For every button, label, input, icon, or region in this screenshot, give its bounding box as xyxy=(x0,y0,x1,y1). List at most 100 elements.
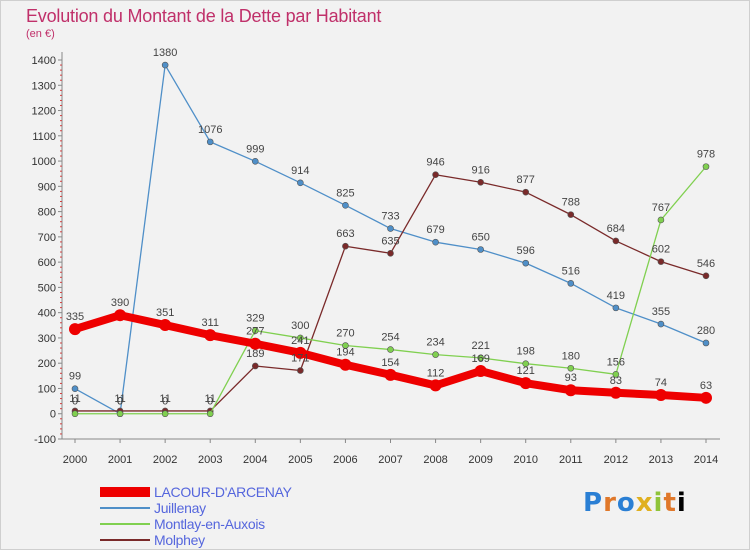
data-point xyxy=(71,410,79,418)
x-tick-label: 2002 xyxy=(153,454,177,466)
data-label: 63 xyxy=(700,380,712,392)
data-label: 277 xyxy=(246,326,264,338)
data-point xyxy=(161,410,169,418)
legend-label-lacour: LACOUR-D'ARCENAY xyxy=(154,484,292,500)
data-label: 788 xyxy=(562,197,580,209)
data-point xyxy=(342,242,349,250)
data-point xyxy=(206,410,214,418)
data-label: 93 xyxy=(565,372,577,384)
data-label: 171 xyxy=(291,353,309,365)
data-label: 355 xyxy=(652,306,670,318)
data-point xyxy=(654,389,667,402)
data-label: 1380 xyxy=(153,47,177,59)
x-tick-label: 2008 xyxy=(423,454,447,466)
data-point xyxy=(567,364,575,372)
data-label: 914 xyxy=(291,165,309,177)
data-label: 516 xyxy=(562,265,580,277)
chart-legend: LACOUR-D'ARCENAY Juillenay Montlay-en-Au… xyxy=(100,484,292,548)
data-point xyxy=(519,377,532,390)
data-label: 825 xyxy=(336,187,354,199)
data-point xyxy=(702,272,710,280)
data-label: 335 xyxy=(66,311,84,323)
data-point xyxy=(609,386,622,399)
data-point xyxy=(116,410,124,418)
y-tick-label: 1300 xyxy=(32,80,56,92)
x-tick-label: 2013 xyxy=(649,454,673,466)
x-tick-label: 2010 xyxy=(513,454,537,466)
y-tick-label: 400 xyxy=(38,308,56,320)
data-label: 596 xyxy=(517,245,535,257)
data-point xyxy=(657,320,665,328)
legend-label-molphey: Molphey xyxy=(154,532,205,548)
data-label: 180 xyxy=(562,350,580,362)
data-point xyxy=(522,360,530,368)
data-point xyxy=(114,309,127,322)
data-label: 0 xyxy=(162,396,168,408)
data-point xyxy=(429,379,442,392)
data-label: 241 xyxy=(291,335,309,347)
legend-item-montlay: Montlay-en-Auxois xyxy=(100,516,292,532)
data-label: 877 xyxy=(517,174,535,186)
y-tick-label: 500 xyxy=(38,282,56,294)
data-point xyxy=(71,385,79,393)
x-tick-label: 2000 xyxy=(63,454,87,466)
data-point xyxy=(387,249,394,257)
y-tick-label: 1200 xyxy=(32,106,56,118)
data-point xyxy=(612,237,620,245)
data-label: 169 xyxy=(471,353,489,365)
x-tick-label: 2007 xyxy=(378,454,402,466)
data-label: 198 xyxy=(517,346,535,358)
y-tick-label: 200 xyxy=(38,358,56,370)
chart-unit: (en €) xyxy=(26,28,55,40)
y-tick-label: 0 xyxy=(50,409,56,421)
logo-letter: r xyxy=(603,488,617,518)
data-label: 767 xyxy=(652,202,670,214)
data-label: 270 xyxy=(336,328,354,340)
y-tick-label: 800 xyxy=(38,207,56,219)
data-label: 254 xyxy=(381,332,399,344)
data-label: 99 xyxy=(69,371,81,383)
data-point xyxy=(612,304,620,312)
x-tick-label: 2014 xyxy=(694,454,718,466)
data-point xyxy=(297,334,304,342)
data-label: 684 xyxy=(607,223,625,235)
x-tick-label: 2012 xyxy=(604,454,628,466)
data-point xyxy=(432,238,439,246)
data-point xyxy=(297,179,304,187)
data-label: 351 xyxy=(156,307,174,319)
data-point xyxy=(342,342,349,349)
data-point xyxy=(339,358,352,371)
legend-label-montlay: Montlay-en-Auxois xyxy=(154,516,265,532)
proxiti-logo: Proxiti xyxy=(583,488,687,518)
logo-letter: i xyxy=(653,488,664,518)
data-label: 11 xyxy=(114,393,125,405)
y-tick-label: 1000 xyxy=(32,156,56,168)
y-tick-label: 600 xyxy=(38,257,56,269)
data-label: 663 xyxy=(336,228,354,240)
legend-item-lacour: LACOUR-D'ARCENAY xyxy=(100,484,292,500)
x-tick-label: 2009 xyxy=(468,454,492,466)
chart-axes: -100010020030040050060070080090010001100… xyxy=(32,52,720,466)
chart-series xyxy=(69,61,712,418)
data-label: 679 xyxy=(426,224,444,236)
x-tick-label: 2003 xyxy=(198,454,222,466)
data-point xyxy=(564,384,577,397)
logo-letter: o xyxy=(616,488,636,518)
data-point xyxy=(657,258,665,265)
data-label: 978 xyxy=(697,149,715,161)
data-label: 1076 xyxy=(198,124,222,136)
data-point xyxy=(477,178,484,186)
data-label: 419 xyxy=(607,290,625,302)
data-point xyxy=(432,171,439,179)
data-point xyxy=(477,246,484,253)
data-label: 635 xyxy=(381,235,399,247)
data-label: 602 xyxy=(652,244,670,256)
x-tick-label: 2006 xyxy=(333,454,357,466)
y-tick-label: -100 xyxy=(34,434,56,446)
data-point xyxy=(700,391,712,404)
data-label: 390 xyxy=(111,297,129,309)
data-point xyxy=(297,367,304,374)
y-tick-label: 300 xyxy=(38,333,56,345)
legend-swatch-juillenay xyxy=(100,507,150,509)
